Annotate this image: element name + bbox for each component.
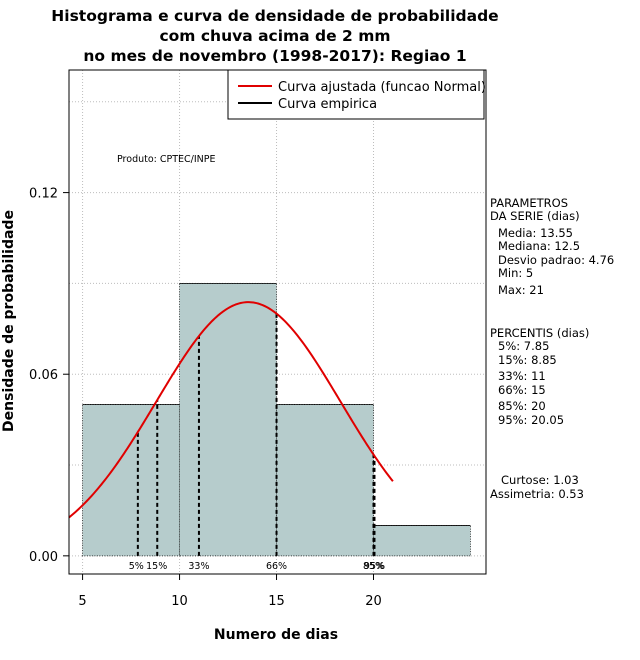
x-axis: 5 10 15 20 — [78, 573, 382, 609]
side-panel: PARAMETROS DA SERIE (dias) Media: 13.55 … — [490, 196, 614, 501]
x-tick-label: 15 — [268, 594, 285, 609]
percentile-label: 95% — [364, 561, 385, 572]
param-heading-1: PARAMETROS — [490, 196, 568, 210]
percentis-heading: PERCENTIS (dias) — [490, 326, 589, 340]
histogram-bar — [276, 404, 374, 557]
stat-assimetria: Assimetria: 0.53 — [490, 487, 584, 501]
x-tick-label: 10 — [171, 594, 188, 609]
param-min: Min: 5 — [498, 266, 533, 280]
percentil-5: 5%: 7.85 — [498, 339, 549, 353]
percentil-85: 85%: 20 — [498, 399, 546, 413]
percentile-label: 15% — [146, 561, 167, 572]
normal-curve — [68, 301, 394, 519]
legend: Curva ajustada (funcao Normal) Curva emp… — [227, 69, 486, 120]
chart-title-line-3: no mes de novembro (1998-2017): Regiao 1 — [83, 47, 466, 65]
percentile-labels: 5% 15% 33% 66% 85%95% — [129, 561, 385, 572]
x-axis-title: Numero de dias — [214, 627, 338, 643]
x-tick-label: 5 — [78, 594, 86, 609]
percentil-15: 15%: 8.85 — [498, 353, 557, 367]
percentile-label: 5% — [129, 561, 144, 572]
producer-annotation: Produto: CPTEC/INPE — [117, 154, 216, 165]
param-heading-2: DA SERIE (dias) — [490, 209, 580, 223]
y-tick-label: 0.12 — [29, 187, 58, 202]
param-max: Max: 21 — [498, 283, 544, 297]
histogram-bar — [82, 404, 180, 557]
percentile-lines — [136, 313, 376, 556]
histogram-bar — [179, 283, 277, 557]
percentile-label: 85% — [363, 561, 384, 572]
stat-curtose: Curtose: 1.03 — [501, 473, 579, 487]
legend-label-fitted-curve: Curva ajustada (funcao Normal) — [278, 80, 486, 95]
percentil-33: 33%: 11 — [498, 369, 546, 383]
chart-title-line-2: com chuva acima de 2 mm — [159, 27, 390, 45]
param-media: Media: 13.55 — [498, 226, 573, 240]
chart-title-line-1: Histograma e curva de densidade de proba… — [51, 7, 498, 25]
legend-label-empirical-curve: Curva empirica — [278, 97, 377, 112]
param-desvio: Desvio padrao: 4.76 — [498, 253, 614, 267]
y-axis: 0.00 0.06 0.12 — [29, 187, 70, 565]
param-mediana: Mediana: 12.5 — [498, 239, 580, 253]
percentil-95: 95%: 20.05 — [498, 413, 564, 427]
percentil-66: 66%: 15 — [498, 383, 546, 397]
y-axis-title: Densidade de probabilidade — [1, 210, 17, 432]
legend-box — [227, 69, 485, 120]
y-tick-label: 0.06 — [29, 368, 58, 383]
normal-curve-layer — [68, 301, 394, 519]
x-tick-label: 20 — [365, 594, 382, 609]
percentile-label: 66% — [266, 561, 287, 572]
y-tick-label: 0.00 — [29, 550, 58, 565]
percentile-label: 33% — [188, 561, 209, 572]
histogram-bar — [373, 525, 471, 557]
